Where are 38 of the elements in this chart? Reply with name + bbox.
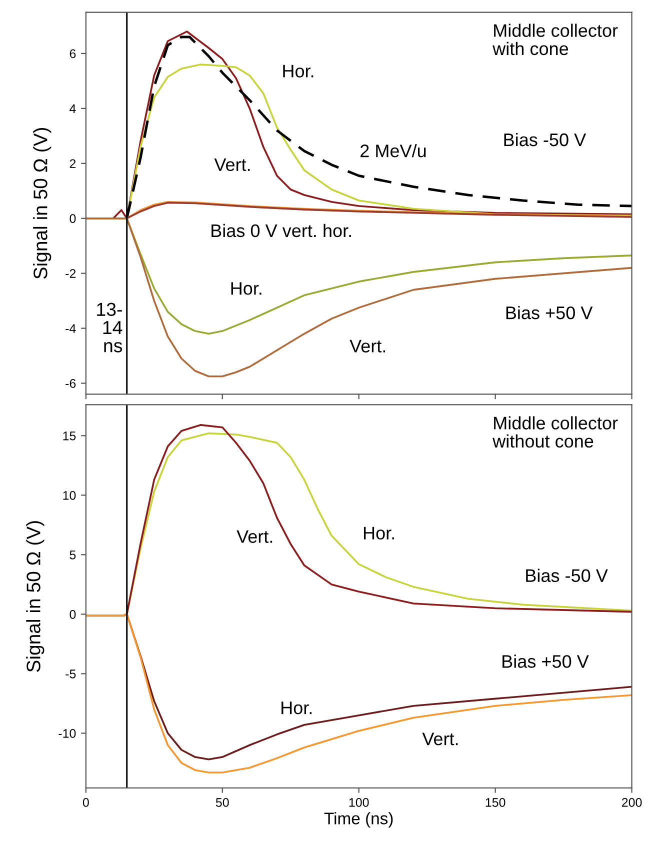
x-tick-label: 100 [349, 798, 369, 807]
annotation: Bias +50 V [502, 654, 589, 668]
y-tick-label: 2 [70, 159, 76, 168]
annotation: Hor. [364, 526, 394, 540]
annotation: Hor. [231, 282, 262, 295]
y-tick-label: -2 [66, 269, 76, 278]
y-axis-title: Signal in 50 Ω (V) [33, 128, 52, 279]
annotation: Hor. [282, 702, 312, 714]
y-tick-label: -6 [66, 379, 76, 388]
annotation: Hor. [283, 64, 314, 78]
annotation: Bias -50 V [504, 132, 586, 146]
annotation: Vert. [350, 340, 386, 352]
annotation: Vert. [214, 158, 250, 172]
annotation: Vert. [422, 732, 458, 746]
annotation: Bias 0 V vert. hor. [212, 224, 351, 238]
y-tick-label: -10 [58, 729, 76, 738]
annotation: Bias +50 V [506, 306, 593, 320]
text: Middle collector without cone [492, 416, 618, 448]
y-axis-title: Signal in 50 Ω (V) [26, 521, 44, 672]
y-tick-label: -5 [66, 670, 76, 678]
text: Middle collector with cone [492, 24, 618, 56]
ref-line-label: 13- 14 ns [97, 302, 122, 352]
x-tick-label: 150 [486, 798, 506, 807]
annotation: Vert. [236, 530, 272, 543]
y-tick-label: 15 [63, 432, 76, 440]
x-axis-title: Time (ns) [324, 812, 393, 828]
annotation: Bias -50 V [526, 568, 608, 582]
x-tick-label: 0 [82, 798, 89, 807]
y-tick-label: 4 [70, 104, 76, 113]
y-tick-label: 10 [63, 490, 76, 500]
y-tick-label: 0 [70, 214, 76, 224]
y-tick-label: 6 [70, 49, 76, 58]
annotation: 2 MeV/u [360, 144, 426, 158]
x-tick-label: 50 [216, 798, 229, 807]
y-tick-label: -4 [66, 324, 76, 333]
y-tick-label: 5 [70, 550, 76, 560]
x-tick-label: 200 [622, 798, 642, 807]
y-tick-label: 0 [70, 610, 76, 619]
